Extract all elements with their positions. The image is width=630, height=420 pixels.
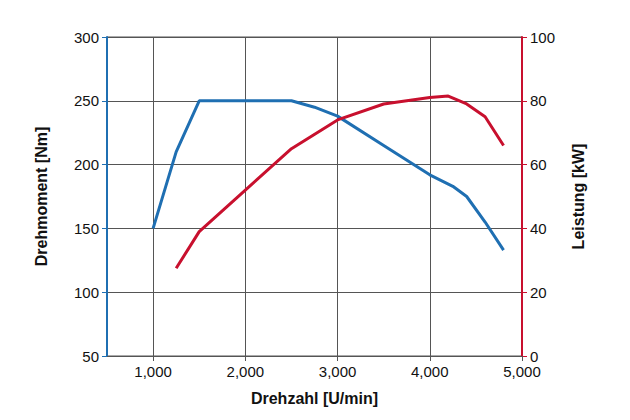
- svg-text:40: 40: [530, 220, 547, 237]
- svg-text:100: 100: [74, 284, 99, 301]
- svg-text:20: 20: [530, 284, 547, 301]
- svg-text:2,000: 2,000: [227, 363, 265, 380]
- svg-text:250: 250: [74, 92, 99, 109]
- svg-text:Drehzahl [U/min]: Drehzahl [U/min]: [251, 390, 378, 407]
- svg-text:Drehmoment [Nm]: Drehmoment [Nm]: [33, 127, 50, 267]
- svg-text:150: 150: [74, 220, 99, 237]
- svg-text:50: 50: [82, 348, 99, 365]
- svg-text:80: 80: [530, 92, 547, 109]
- svg-text:3,000: 3,000: [319, 363, 357, 380]
- svg-text:100: 100: [530, 29, 555, 46]
- svg-text:200: 200: [74, 156, 99, 173]
- svg-text:0: 0: [530, 348, 538, 365]
- svg-text:5,000: 5,000: [503, 363, 541, 380]
- svg-text:4,000: 4,000: [411, 363, 449, 380]
- svg-text:1,000: 1,000: [134, 363, 172, 380]
- svg-text:Leistung [kW]: Leistung [kW]: [570, 144, 587, 250]
- svg-text:60: 60: [530, 156, 547, 173]
- svg-text:300: 300: [74, 29, 99, 46]
